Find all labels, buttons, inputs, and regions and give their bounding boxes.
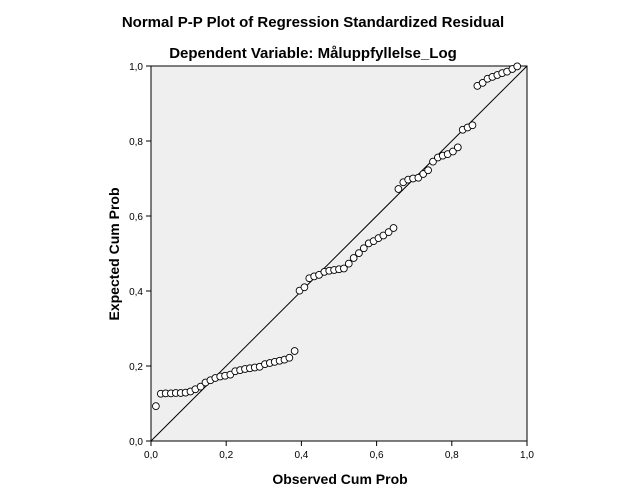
data-point: [285, 353, 294, 362]
data-point: [290, 347, 299, 355]
data-point: [389, 224, 398, 232]
x-tick-label: 0,4: [294, 450, 308, 461]
data-point: [355, 249, 363, 257]
tick-labels: 0,0 0,2 0,4 0,6 0,8 1,0 0,0 0,2 0,4 0,6 0,8 1,0: [129, 62, 534, 461]
y-axis-label: Expected Cum Prob: [106, 187, 122, 320]
data-point: [429, 157, 437, 166]
data-point: [468, 121, 477, 130]
y-tick-label: 0,2: [129, 362, 143, 373]
data-point: [300, 283, 309, 292]
x-tick-label: 0,0: [144, 450, 158, 461]
data-point: [379, 231, 388, 240]
y-tick-label: 0,4: [129, 287, 143, 298]
data-point: [478, 79, 487, 87]
x-axis-label: Observed Cum Prob: [272, 471, 407, 487]
data-point: [513, 62, 522, 71]
x-tick-label: 0,6: [370, 450, 384, 461]
data-points: [152, 62, 522, 410]
y-tick-label: 0,0: [129, 437, 143, 448]
x-tick-label: 0,8: [445, 450, 459, 461]
axis-ticks: [146, 65, 528, 446]
y-tick-label: 1,0: [129, 62, 143, 73]
chart-subtitle: Dependent Variable: Måluppfyllelse_Log: [169, 45, 457, 62]
data-point: [449, 147, 457, 156]
data-point: [424, 166, 432, 175]
chart-title: Normal P-P Plot of Regression Standardiz…: [122, 14, 504, 31]
data-point: [196, 382, 205, 391]
data-point: [152, 402, 160, 410]
data-point: [359, 244, 368, 253]
y-tick-label: 0,6: [129, 212, 143, 223]
x-tick-label: 0,2: [219, 450, 233, 461]
data-point: [349, 254, 358, 262]
y-tick-label: 0,8: [129, 137, 143, 148]
x-tick-label: 1,0: [520, 450, 534, 461]
data-point: [384, 228, 393, 236]
data-point: [340, 264, 348, 273]
data-point: [453, 143, 462, 152]
data-point: [344, 259, 353, 268]
data-point: [394, 185, 403, 193]
